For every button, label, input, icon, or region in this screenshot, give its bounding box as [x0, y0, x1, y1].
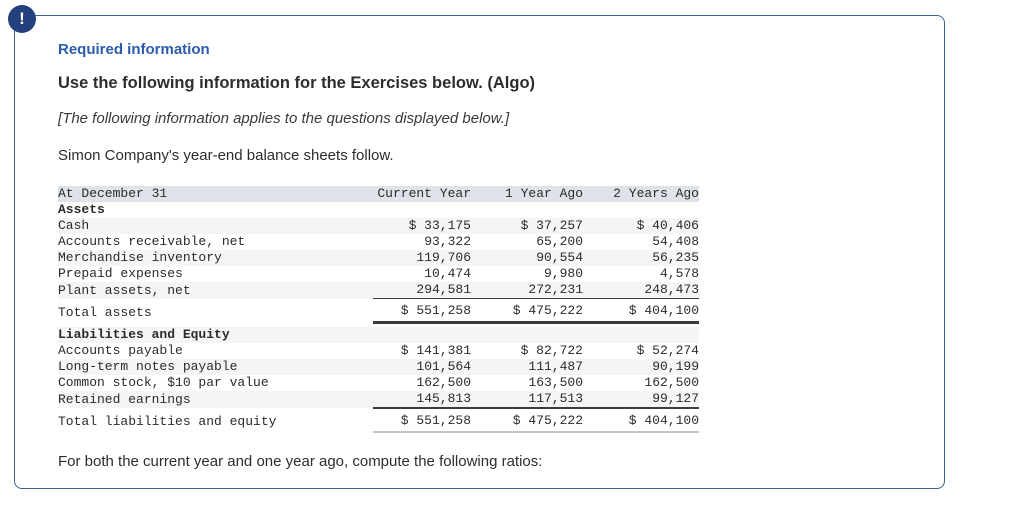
row-total-liabilities-equity: Total liabilities and equity $ 551,258 $ 4… [58, 408, 699, 433]
row-label: Liabilities and Equity [58, 327, 230, 342]
amount-cell: 272,231 [471, 282, 583, 299]
amount-cell: 163,500 [528, 375, 583, 390]
amount-cell: $ 551,258 [373, 298, 471, 324]
row-label: Long-term notes payable [58, 359, 238, 374]
amount-cell: $ 82,722 [520, 343, 583, 358]
amount-cell: 10,474 [424, 266, 471, 281]
amount-cell: 119,706 [416, 250, 471, 265]
table-header-current-year: Current Year [377, 186, 471, 201]
row-liabilities-equity-section: Liabilities and Equity [58, 327, 699, 343]
amount-cell: 145,813 [373, 391, 471, 409]
row-label: Accounts payable [58, 343, 183, 358]
row-merchandise-inventory: Merchandise inventory 119,706 90,554 56,235 [58, 250, 699, 266]
amount-cell: $ 40,406 [636, 218, 699, 233]
row-assets-section: Assets [58, 202, 699, 218]
amount-cell: 54,408 [652, 234, 699, 249]
amount-cell: 90,199 [652, 359, 699, 374]
row-label: Plant assets, net [58, 282, 191, 298]
amount-cell: 93,322 [424, 234, 471, 249]
required-information-panel: Required information Use the following i… [14, 15, 945, 489]
amount-cell: $ 404,100 [583, 298, 699, 324]
row-total-assets: Total assets $ 551,258 $ 475,222 $ 404,100 [58, 298, 699, 324]
amount-cell: 65,200 [536, 234, 583, 249]
amount-cell: $ 551,258 [373, 408, 471, 433]
required-info-alert-icon: ! [8, 5, 36, 33]
amount-cell: $ 141,381 [400, 343, 471, 358]
amount-cell: 99,127 [583, 391, 699, 409]
row-cash: Cash $ 33,175 $ 37,257 $ 40,406 [58, 218, 699, 234]
applies-note: [The following information applies to th… [58, 110, 510, 127]
row-label: Accounts receivable, net [58, 234, 246, 249]
exercise-title: Use the following information for the Ex… [58, 74, 536, 92]
row-prepaid-expenses: Prepaid expenses 10,474 9,980 4,578 [58, 266, 699, 282]
amount-cell [583, 202, 699, 218]
amount-cell: 111,487 [528, 359, 583, 374]
amount-cell: $ 475,222 [471, 408, 583, 433]
amount-cell [583, 327, 699, 343]
row-label: Common stock, $10 par value [58, 375, 269, 390]
amount-cell: $ 404,100 [583, 408, 699, 433]
amount-cell: 101,564 [416, 359, 471, 374]
amount-cell: 294,581 [373, 282, 471, 299]
row-common-stock: Common stock, $10 par value 162,500 163,50… [58, 375, 699, 391]
amount-cell [471, 202, 583, 218]
intro-text: Simon Company's year-end balance sheets … [58, 147, 394, 164]
row-accounts-receivable: Accounts receivable, net 93,322 65,200 54,4… [58, 234, 699, 250]
amount-cell: 9,980 [543, 266, 583, 281]
compute-ratios-text: For both the current year and one year a… [58, 453, 543, 470]
table-header-row: At December 31 Current Year 1 Year Ago 2… [58, 186, 699, 202]
amount-cell: 4,578 [659, 266, 699, 281]
row-accounts-payable: Accounts payable $ 141,381 $ 82,722 $ 52,27… [58, 343, 699, 359]
row-long-term-notes: Long-term notes payable 101,564 111,487 90,… [58, 359, 699, 375]
amount-cell: 162,500 [644, 375, 699, 390]
amount-cell: 117,513 [471, 391, 583, 409]
amount-cell: $ 52,274 [636, 343, 699, 358]
balance-sheet-table: At December 31 Current Year 1 Year Ago 2… [58, 186, 699, 433]
amount-cell: $ 33,175 [408, 218, 471, 233]
amount-cell: $ 37,257 [520, 218, 583, 233]
row-label: Assets [58, 202, 105, 217]
amount-cell: $ 475,222 [471, 298, 583, 324]
row-label: Retained earnings [58, 392, 191, 407]
row-retained-earnings: Retained earnings 145,813 117,513 99,127 [58, 391, 699, 409]
amount-cell [471, 327, 583, 343]
amount-cell [373, 327, 471, 343]
exclamation-icon: ! [19, 9, 25, 28]
row-label: Prepaid expenses [58, 266, 183, 281]
row-plant-assets: Plant assets, net 294,581 272,231 248,473 [58, 282, 699, 299]
table-header-1-year-ago: 1 Year Ago [504, 186, 583, 201]
amount-cell: 248,473 [583, 282, 699, 299]
amount-cell [373, 202, 471, 218]
row-label: Merchandise inventory [58, 250, 222, 265]
row-label: Total assets [58, 304, 152, 320]
row-label: Cash [58, 218, 90, 233]
row-label: Total liabilities and equity [58, 414, 277, 429]
required-information-label: Required information [58, 41, 210, 58]
amount-cell: 56,235 [652, 250, 699, 265]
table-header-2-years-ago: 2 Years Ago [613, 186, 699, 201]
amount-cell: 90,554 [536, 250, 583, 265]
amount-cell: 162,500 [416, 375, 471, 390]
table-header-date: At December 31 [58, 186, 168, 201]
